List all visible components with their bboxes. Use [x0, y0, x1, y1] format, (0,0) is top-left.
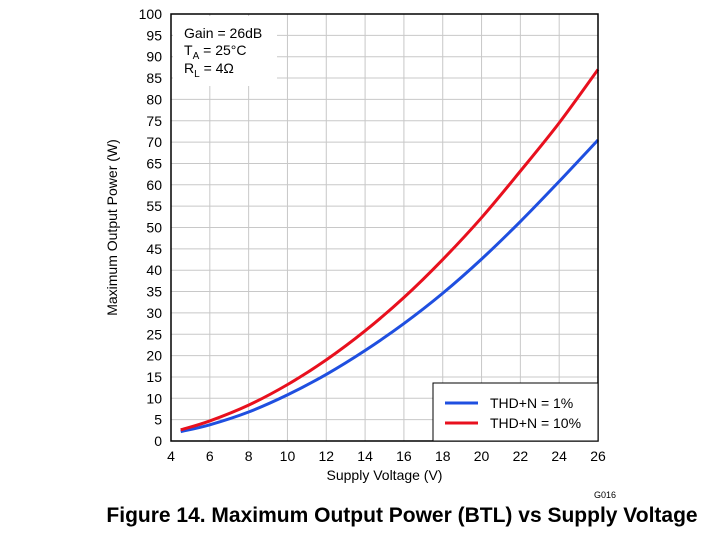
y-tick-label: 60: [146, 177, 162, 193]
x-tick-label: 18: [435, 448, 451, 464]
figure-code: G016: [594, 490, 616, 500]
y-tick-label: 35: [146, 284, 162, 300]
y-tick-label: 85: [146, 70, 162, 86]
y-tick-label: 90: [146, 49, 162, 65]
series-line-1: [180, 68, 600, 432]
annotation-ta: TA = 25°C: [184, 42, 246, 62]
x-tick-label: 16: [396, 448, 412, 464]
y-tick-label: 65: [146, 155, 162, 171]
x-tick-label: 24: [551, 448, 567, 464]
y-tick-label: 15: [146, 369, 162, 385]
x-tick-label: 10: [280, 448, 296, 464]
y-tick-labels: 0 5 10 15 20 25 30 35 40 45 50 55 60 65 70 75 80 85 90 95 10…: [139, 6, 163, 449]
y-tick-label: 30: [146, 305, 162, 321]
plot-frame: [170, 13, 599, 442]
x-tick-label: 8: [245, 448, 253, 464]
annotation-rl-subscript: L: [194, 69, 200, 80]
annotation-rl: RL = 4Ω: [184, 60, 234, 80]
y-tick-label: 5: [154, 412, 162, 428]
x-tick-label: 6: [206, 448, 214, 464]
y-tick-label: 95: [146, 27, 162, 43]
y-tick-label: 10: [146, 390, 162, 406]
x-tick-label: 26: [590, 448, 606, 464]
x-tick-labels: 4 6 8 10 12 14 16 18 20 22 24 26: [167, 448, 606, 464]
figure-caption: Figure 14. Maximum Output Power (BTL) vs…: [106, 504, 698, 527]
annotation-ta-symbol: T: [184, 42, 193, 58]
annotation-box: [173, 16, 277, 86]
x-tick-label: 20: [474, 448, 490, 464]
legend: [432, 382, 599, 442]
y-tick-label: 40: [146, 262, 162, 278]
y-tick-label: 45: [146, 241, 162, 257]
x-tick-label: 22: [513, 448, 529, 464]
y-tick-label: 0: [154, 433, 162, 449]
series-line-0: [180, 138, 600, 434]
annotation-ta-value: = 25°C: [199, 42, 246, 58]
annotation-ta-subscript: A: [193, 51, 200, 62]
x-tick-label: 4: [167, 448, 175, 464]
x-axis-title: Supply Voltage (V): [327, 467, 443, 483]
y-tick-label: 70: [146, 134, 162, 150]
annotation-rl-value: = 4Ω: [200, 60, 234, 76]
legend-label-thd-10pct: THD+N = 10%: [490, 415, 581, 431]
y-tick-label: 100: [139, 6, 163, 22]
legend-label-thd-1pct: THD+N = 1%: [490, 395, 573, 411]
y-axis-title: Maximum Output Power (W): [104, 139, 120, 316]
x-tick-label: 12: [318, 448, 334, 464]
y-tick-label: 80: [146, 91, 162, 107]
y-tick-label: 55: [146, 198, 162, 214]
x-tick-label: 14: [357, 448, 373, 464]
y-tick-label: 20: [146, 348, 162, 364]
y-tick-label: 25: [146, 326, 162, 342]
annotation-gain: Gain = 26dB: [184, 25, 262, 41]
series-lines: [180, 68, 600, 434]
y-tick-label: 75: [146, 113, 162, 129]
annotation-rl-symbol: R: [184, 60, 194, 76]
y-tick-label: 50: [146, 220, 162, 236]
